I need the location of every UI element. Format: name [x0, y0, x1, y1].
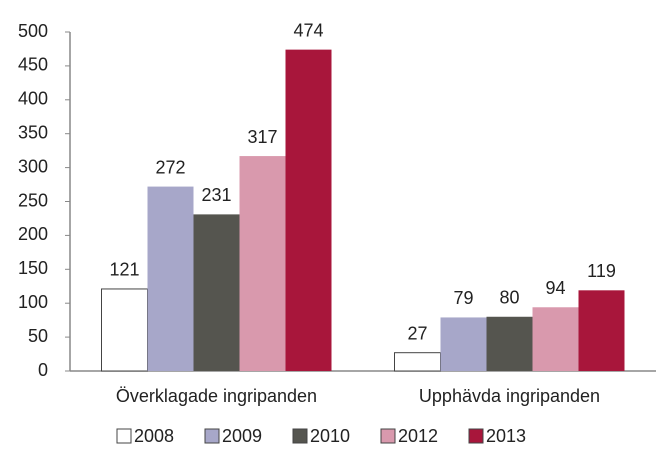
- bar: [147, 186, 194, 371]
- y-tick-label: 50: [28, 326, 48, 346]
- bar: [486, 316, 533, 371]
- y-tick-label: 150: [18, 258, 48, 278]
- bar: [101, 288, 148, 372]
- bar: [193, 214, 240, 371]
- y-tick-label: 350: [18, 122, 48, 142]
- legend-label: 2013: [486, 426, 526, 446]
- legend-swatch: [204, 428, 220, 444]
- y-tick-label: 400: [18, 89, 48, 109]
- bar: [239, 156, 286, 371]
- y-tick-label: 0: [38, 360, 48, 380]
- legend-label: 2010: [310, 426, 350, 446]
- bar: [394, 352, 441, 372]
- y-tick-label: 100: [18, 292, 48, 312]
- y-tick-label: 200: [18, 224, 48, 244]
- value-label: 474: [293, 20, 323, 40]
- value-label: 231: [201, 185, 231, 205]
- legend-label: 2012: [398, 426, 438, 446]
- value-label: 119: [587, 261, 616, 281]
- value-label: 272: [155, 157, 185, 177]
- legend-swatch: [380, 428, 396, 444]
- x-tick-label: Överklagade ingripanden: [116, 386, 317, 406]
- x-tick-label: Upphävda ingripanden: [419, 386, 600, 406]
- legend-swatch: [116, 428, 132, 444]
- value-label: 94: [545, 278, 565, 298]
- bar: [578, 290, 625, 371]
- y-tick-label: 450: [18, 55, 48, 75]
- value-label: 80: [499, 288, 519, 308]
- legend-label: 2008: [134, 426, 174, 446]
- y-tick-label: 250: [18, 190, 48, 210]
- bar: [440, 317, 487, 371]
- value-label: 79: [453, 288, 473, 308]
- value-label: 27: [407, 323, 427, 343]
- legend-label: 2009: [222, 426, 262, 446]
- legend-swatch: [468, 428, 484, 444]
- bar: [285, 49, 332, 372]
- value-label: 317: [247, 127, 277, 147]
- y-tick-label: 300: [18, 156, 48, 176]
- legend-swatch: [292, 428, 308, 444]
- value-label: 121: [109, 260, 139, 280]
- bar: [532, 307, 579, 371]
- y-tick-label: 500: [18, 21, 48, 41]
